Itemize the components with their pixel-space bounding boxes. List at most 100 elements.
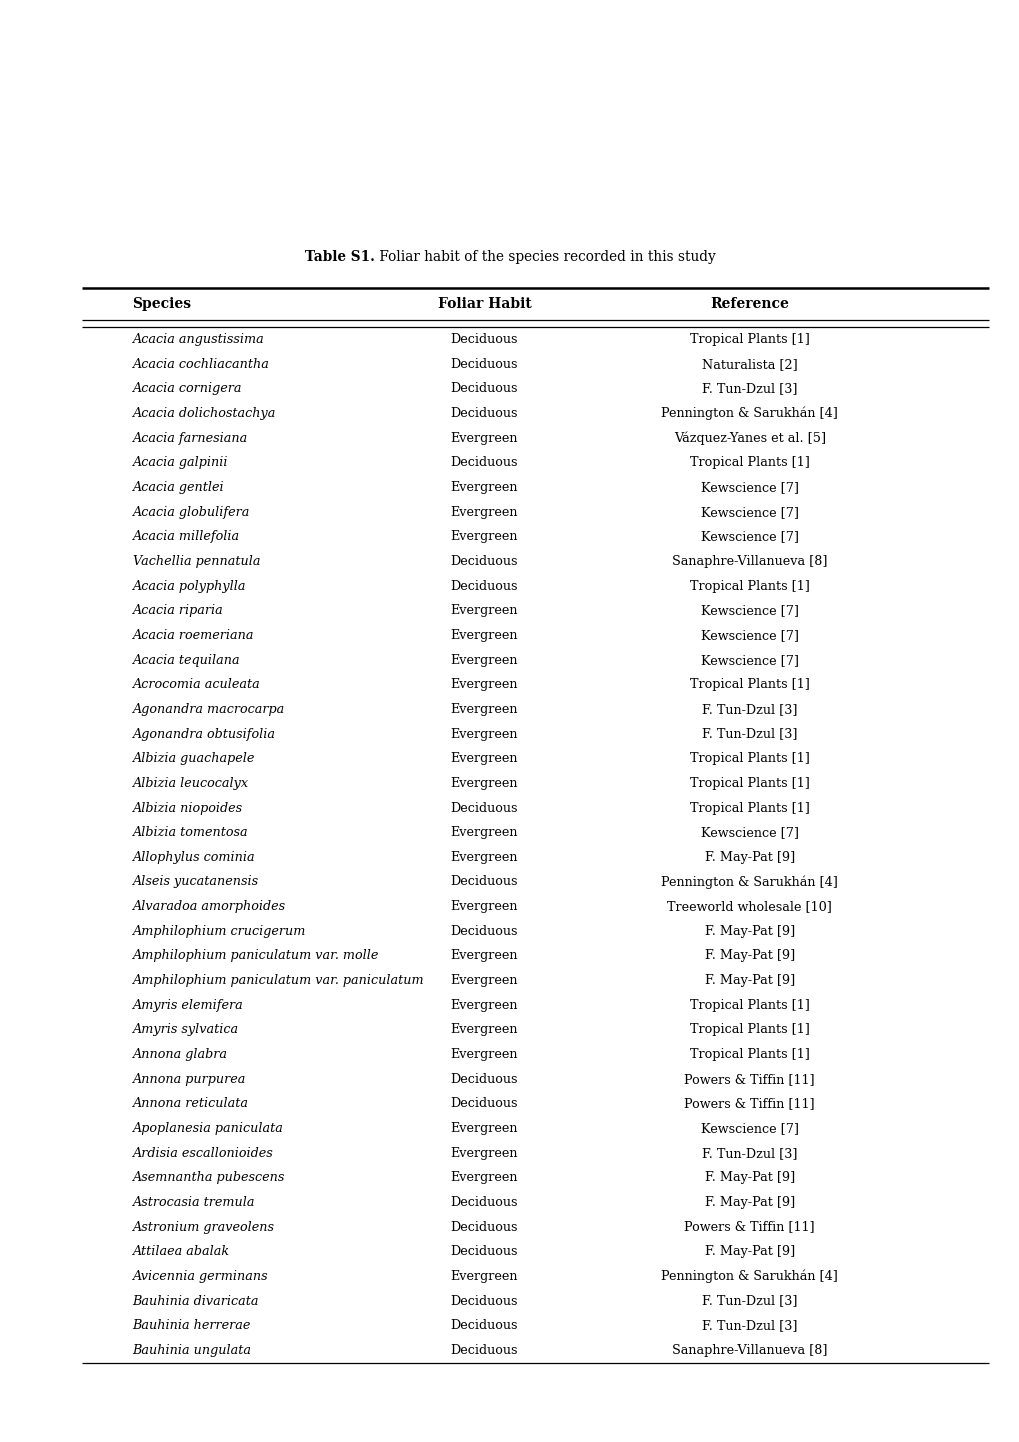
Text: Allophylus cominia: Allophylus cominia bbox=[132, 851, 255, 864]
Text: Astrocasia tremula: Astrocasia tremula bbox=[132, 1195, 255, 1208]
Text: F. May-Pat [9]: F. May-Pat [9] bbox=[704, 1171, 794, 1184]
Text: Acacia angustissima: Acacia angustissima bbox=[132, 333, 264, 346]
Text: Evergreen: Evergreen bbox=[450, 653, 518, 666]
Text: Amyris elemifera: Amyris elemifera bbox=[132, 999, 244, 1012]
Text: Tropical Plants [1]: Tropical Plants [1] bbox=[689, 802, 809, 815]
Text: Acacia tequilana: Acacia tequilana bbox=[132, 653, 240, 666]
Text: F. May-Pat [9]: F. May-Pat [9] bbox=[704, 924, 794, 937]
Text: Naturalista [2]: Naturalista [2] bbox=[701, 358, 797, 371]
Text: Agonandra macrocarpa: Agonandra macrocarpa bbox=[132, 702, 284, 715]
Text: Acrocomia aculeata: Acrocomia aculeata bbox=[132, 678, 260, 691]
Text: Asemnantha pubescens: Asemnantha pubescens bbox=[132, 1171, 284, 1184]
Text: Evergreen: Evergreen bbox=[450, 975, 518, 988]
Text: F. May-Pat [9]: F. May-Pat [9] bbox=[704, 975, 794, 988]
Text: Pennington & Sarukhán [4]: Pennington & Sarukhán [4] bbox=[660, 875, 838, 888]
Text: F. May-Pat [9]: F. May-Pat [9] bbox=[704, 949, 794, 962]
Text: Acacia cochliacantha: Acacia cochliacantha bbox=[132, 358, 269, 371]
Text: Evergreen: Evergreen bbox=[450, 1048, 518, 1061]
Text: Kewscience [7]: Kewscience [7] bbox=[700, 604, 798, 617]
Text: Kewscience [7]: Kewscience [7] bbox=[700, 506, 798, 519]
Text: Deciduous: Deciduous bbox=[450, 382, 518, 395]
Text: Acacia globulifera: Acacia globulifera bbox=[132, 506, 250, 519]
Text: Deciduous: Deciduous bbox=[450, 580, 518, 593]
Text: Amphilophium crucigerum: Amphilophium crucigerum bbox=[132, 924, 306, 937]
Text: Astronium graveolens: Astronium graveolens bbox=[132, 1220, 274, 1233]
Text: Agonandra obtusifolia: Agonandra obtusifolia bbox=[132, 728, 275, 741]
Text: Evergreen: Evergreen bbox=[450, 1146, 518, 1159]
Text: Tropical Plants [1]: Tropical Plants [1] bbox=[689, 1048, 809, 1061]
Text: Albizia tomentosa: Albizia tomentosa bbox=[132, 826, 248, 839]
Text: Kewscience [7]: Kewscience [7] bbox=[700, 482, 798, 495]
Text: Tropical Plants [1]: Tropical Plants [1] bbox=[689, 777, 809, 790]
Text: Species: Species bbox=[132, 297, 192, 311]
Text: Annona purpurea: Annona purpurea bbox=[132, 1073, 246, 1086]
Text: Albizia guachapele: Albizia guachapele bbox=[132, 753, 255, 766]
Text: Evergreen: Evergreen bbox=[450, 531, 518, 544]
Text: Deciduous: Deciduous bbox=[450, 1073, 518, 1086]
Text: F. Tun-Dzul [3]: F. Tun-Dzul [3] bbox=[701, 382, 797, 395]
Text: Bauhinia herrerae: Bauhinia herrerae bbox=[132, 1319, 251, 1332]
Text: Ardisia escallonioides: Ardisia escallonioides bbox=[132, 1146, 273, 1159]
Text: Evergreen: Evergreen bbox=[450, 999, 518, 1012]
Text: Evergreen: Evergreen bbox=[450, 431, 518, 444]
Text: Evergreen: Evergreen bbox=[450, 702, 518, 715]
Text: Powers & Tiffin [11]: Powers & Tiffin [11] bbox=[684, 1097, 814, 1110]
Text: Acacia galpinii: Acacia galpinii bbox=[132, 457, 228, 470]
Text: Deciduous: Deciduous bbox=[450, 1319, 518, 1332]
Text: Attilaea abalak: Attilaea abalak bbox=[132, 1246, 229, 1259]
Text: Evergreen: Evergreen bbox=[450, 629, 518, 642]
Text: Table S1.: Table S1. bbox=[305, 249, 374, 264]
Text: Albizia niopoides: Albizia niopoides bbox=[132, 802, 243, 815]
Text: Deciduous: Deciduous bbox=[450, 1246, 518, 1259]
Text: Alseis yucatanensis: Alseis yucatanensis bbox=[132, 875, 259, 888]
Text: Tropical Plants [1]: Tropical Plants [1] bbox=[689, 999, 809, 1012]
Text: Kewscience [7]: Kewscience [7] bbox=[700, 629, 798, 642]
Text: Evergreen: Evergreen bbox=[450, 851, 518, 864]
Text: Tropical Plants [1]: Tropical Plants [1] bbox=[689, 580, 809, 593]
Text: Kewscience [7]: Kewscience [7] bbox=[700, 531, 798, 544]
Text: Foliar habit of the species recorded in this study: Foliar habit of the species recorded in … bbox=[374, 249, 714, 264]
Text: Treeworld wholesale [10]: Treeworld wholesale [10] bbox=[666, 900, 832, 913]
Text: Deciduous: Deciduous bbox=[450, 1295, 518, 1308]
Text: Acacia roemeriana: Acacia roemeriana bbox=[132, 629, 254, 642]
Text: Acacia polyphylla: Acacia polyphylla bbox=[132, 580, 246, 593]
Text: Tropical Plants [1]: Tropical Plants [1] bbox=[689, 457, 809, 470]
Text: F. Tun-Dzul [3]: F. Tun-Dzul [3] bbox=[701, 1295, 797, 1308]
Text: Deciduous: Deciduous bbox=[450, 1097, 518, 1110]
Text: Deciduous: Deciduous bbox=[450, 358, 518, 371]
Text: Powers & Tiffin [11]: Powers & Tiffin [11] bbox=[684, 1220, 814, 1233]
Text: Acacia dolichostachya: Acacia dolichostachya bbox=[132, 407, 276, 420]
Text: F. Tun-Dzul [3]: F. Tun-Dzul [3] bbox=[701, 728, 797, 741]
Text: F. Tun-Dzul [3]: F. Tun-Dzul [3] bbox=[701, 1319, 797, 1332]
Text: Deciduous: Deciduous bbox=[450, 802, 518, 815]
Text: Evergreen: Evergreen bbox=[450, 728, 518, 741]
Text: Acacia gentlei: Acacia gentlei bbox=[132, 482, 224, 495]
Text: Kewscience [7]: Kewscience [7] bbox=[700, 826, 798, 839]
Text: Deciduous: Deciduous bbox=[450, 1195, 518, 1208]
Text: Deciduous: Deciduous bbox=[450, 555, 518, 568]
Text: F. May-Pat [9]: F. May-Pat [9] bbox=[704, 1246, 794, 1259]
Text: Acacia farnesiana: Acacia farnesiana bbox=[132, 431, 248, 444]
Text: Sanaphre-Villanueva [8]: Sanaphre-Villanueva [8] bbox=[672, 1344, 826, 1357]
Text: Deciduous: Deciduous bbox=[450, 924, 518, 937]
Text: Deciduous: Deciduous bbox=[450, 1220, 518, 1233]
Text: Amphilophium paniculatum var. molle: Amphilophium paniculatum var. molle bbox=[132, 949, 379, 962]
Text: Pennington & Sarukhán [4]: Pennington & Sarukhán [4] bbox=[660, 1269, 838, 1283]
Text: F. Tun-Dzul [3]: F. Tun-Dzul [3] bbox=[701, 1146, 797, 1159]
Text: Evergreen: Evergreen bbox=[450, 753, 518, 766]
Text: F. May-Pat [9]: F. May-Pat [9] bbox=[704, 851, 794, 864]
Text: Kewscience [7]: Kewscience [7] bbox=[700, 653, 798, 666]
Text: Reference: Reference bbox=[709, 297, 789, 311]
Text: Sanaphre-Villanueva [8]: Sanaphre-Villanueva [8] bbox=[672, 555, 826, 568]
Text: Powers & Tiffin [11]: Powers & Tiffin [11] bbox=[684, 1073, 814, 1086]
Text: Deciduous: Deciduous bbox=[450, 875, 518, 888]
Text: Evergreen: Evergreen bbox=[450, 1270, 518, 1283]
Text: Acacia cornigera: Acacia cornigera bbox=[132, 382, 242, 395]
Text: Vachellia pennatula: Vachellia pennatula bbox=[132, 555, 260, 568]
Text: Evergreen: Evergreen bbox=[450, 1122, 518, 1135]
Text: Apoplanesia paniculata: Apoplanesia paniculata bbox=[132, 1122, 283, 1135]
Text: Evergreen: Evergreen bbox=[450, 777, 518, 790]
Text: Evergreen: Evergreen bbox=[450, 482, 518, 495]
Text: Alvaradoa amorphoides: Alvaradoa amorphoides bbox=[132, 900, 285, 913]
Text: Evergreen: Evergreen bbox=[450, 604, 518, 617]
